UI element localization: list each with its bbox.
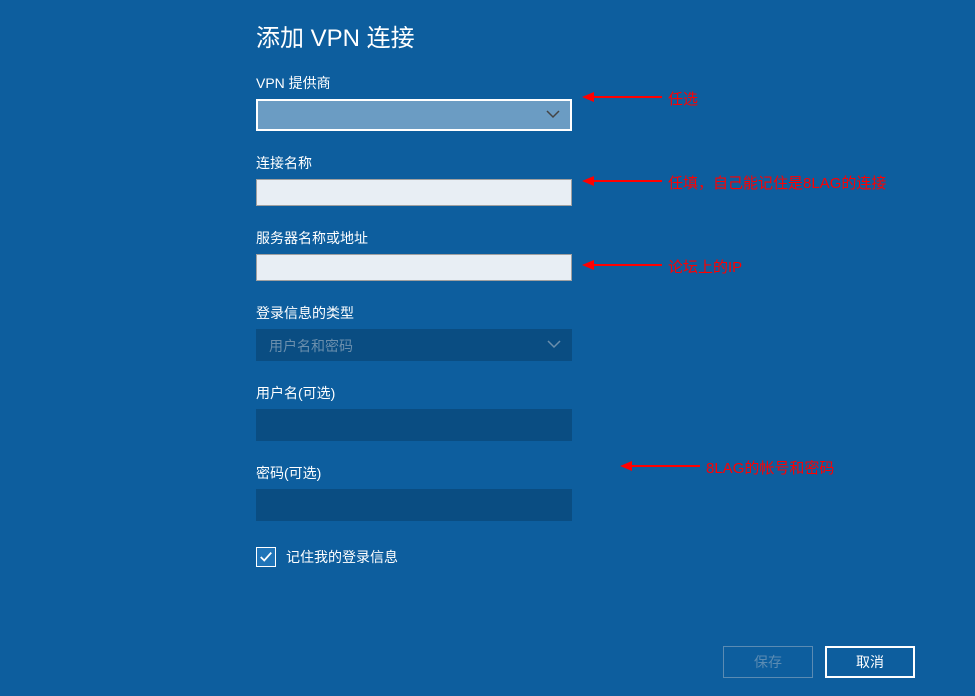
connection-name-input[interactable] bbox=[256, 179, 572, 206]
cancel-button[interactable]: 取消 bbox=[825, 646, 915, 678]
chevron-down-icon bbox=[546, 106, 560, 124]
page-title: 添加 VPN 连接 bbox=[256, 18, 975, 53]
password-label: 密码(可选) bbox=[256, 463, 975, 483]
connection-name-label: 连接名称 bbox=[256, 153, 975, 173]
annotation-arrow-2 bbox=[582, 174, 662, 188]
chevron-down-icon bbox=[547, 336, 561, 354]
provider-dropdown[interactable] bbox=[256, 99, 572, 131]
field-password: 密码(可选) bbox=[256, 463, 975, 521]
check-icon bbox=[259, 550, 273, 564]
field-server: 服务器名称或地址 bbox=[256, 228, 975, 281]
annotation-text-4: 8LAG的帐号和密码 bbox=[706, 457, 834, 478]
remember-row: 记住我的登录信息 bbox=[256, 547, 975, 567]
annotation-text-1: 任选 bbox=[668, 88, 698, 109]
remember-checkbox[interactable] bbox=[256, 547, 276, 567]
login-type-selected: 用户名和密码 bbox=[257, 330, 571, 362]
username-input[interactable] bbox=[256, 409, 572, 441]
password-input[interactable] bbox=[256, 489, 572, 521]
save-button[interactable]: 保存 bbox=[723, 646, 813, 678]
remember-label: 记住我的登录信息 bbox=[286, 547, 398, 567]
annotation-text-2: 任填，自己能记住是8LAG的连接 bbox=[668, 172, 886, 193]
server-label: 服务器名称或地址 bbox=[256, 228, 975, 248]
annotation-text-3: 论坛上的IP bbox=[668, 256, 742, 277]
field-username: 用户名(可选) bbox=[256, 383, 975, 441]
field-login-type: 登录信息的类型 用户名和密码 bbox=[256, 303, 975, 361]
button-row: 保存 取消 bbox=[723, 646, 915, 678]
annotation-arrow-3 bbox=[582, 258, 662, 272]
annotation-arrow-4 bbox=[620, 459, 700, 473]
annotation-arrow-1 bbox=[582, 90, 662, 104]
username-label: 用户名(可选) bbox=[256, 383, 975, 403]
login-type-dropdown[interactable]: 用户名和密码 bbox=[256, 329, 572, 361]
login-type-label: 登录信息的类型 bbox=[256, 303, 975, 323]
server-input[interactable] bbox=[256, 254, 572, 281]
